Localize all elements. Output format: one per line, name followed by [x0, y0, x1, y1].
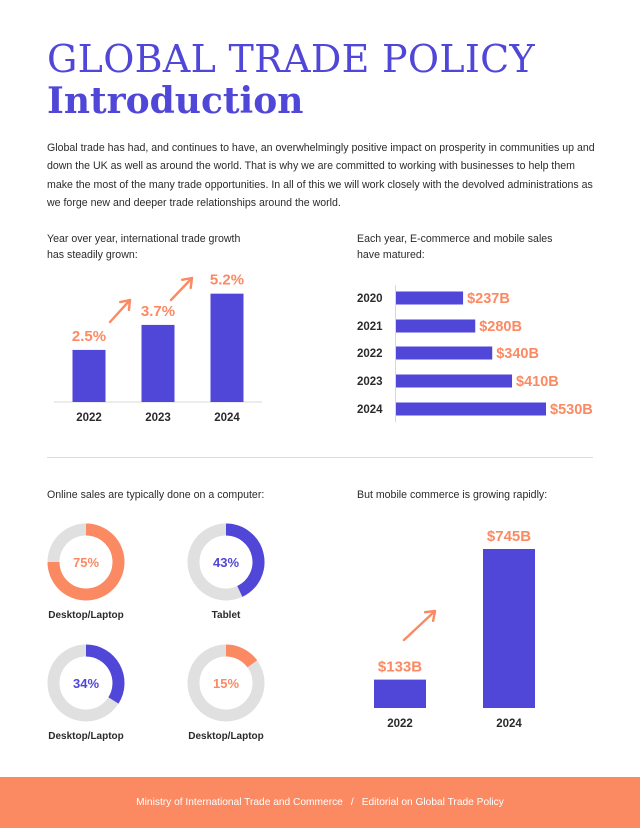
footer-separator: /: [350, 797, 354, 808]
mobile-label-2024: $745B: [487, 528, 531, 545]
ecommerce-tick-2024: 2024: [357, 404, 383, 416]
trade-growth-arrow-2-shaft: [169, 276, 194, 302]
trade-growth-tick-2023: 2023: [145, 412, 171, 424]
ecommerce-tick-2021: 2021: [357, 321, 383, 333]
trade-growth-label-2023: 3.7%: [141, 303, 175, 320]
trade-growth-tick-2022: 2022: [76, 412, 102, 424]
trade-growth-caption-line1: Year over year, international trade grow…: [47, 233, 241, 245]
ecommerce-bar-2023: [396, 374, 513, 388]
ecommerce-label-2024: $530B: [550, 402, 593, 418]
ecommerce-caption-line1: Each year, E-commerce and mobile sales: [357, 233, 553, 245]
mobile-tick-2022: 2022: [387, 718, 413, 730]
page-title-line2: Introduction: [47, 80, 304, 122]
trade-growth-label-2022: 2.5%: [72, 328, 106, 345]
donut-slice-3: [85, 644, 125, 704]
mobile-growth-caption: But mobile commerce is growing rapidly:: [357, 489, 548, 501]
donut-slice-2: [225, 523, 265, 597]
trade-growth-bar-2022: [72, 349, 106, 402]
ecommerce-caption-line2: have matured:: [357, 248, 425, 261]
donut-label-1: Desktop/Laptop: [48, 610, 124, 621]
ecommerce-label-2022: $340B: [496, 346, 539, 362]
ecommerce-tick-2022: 2022: [357, 348, 383, 360]
donut-value-4: 15%: [213, 676, 239, 691]
donut-label-3: Desktop/Laptop: [48, 731, 124, 742]
trade-growth-arrow-1-head: [119, 298, 132, 312]
mobile-arrow-shaft: [402, 609, 437, 642]
donut-slice-1: [47, 523, 125, 601]
donut-label-2: Tablet: [212, 610, 241, 621]
mobile-arrow-head: [423, 609, 437, 623]
donut-label-4: Desktop/Laptop: [188, 731, 264, 742]
donut-value-1: 75%: [73, 555, 99, 570]
section-divider: [47, 457, 593, 458]
trade-growth-caption-line2: has steadily grown:: [47, 248, 138, 261]
trade-growth-tick-2024: 2024: [214, 412, 240, 424]
trade-growth-caption: Year over year, international trade grow…: [47, 232, 240, 263]
mobile-tick-2024: 2024: [496, 718, 522, 730]
trade-growth-bar-2024: [210, 293, 244, 402]
ecommerce-tick-2020: 2020: [357, 293, 383, 305]
donut-value-2: 43%: [213, 555, 239, 570]
trade-growth-arrow-1-shaft: [108, 298, 132, 324]
ecommerce-bar-2024: [396, 402, 546, 416]
donut-slice-4: [225, 644, 258, 668]
footer-bar: Ministry of International Trade and Comm…: [0, 777, 640, 828]
ecommerce-bar-2020: [396, 291, 464, 305]
online-sales-caption: Online sales are typically done on a com…: [47, 489, 265, 501]
trade-growth-label-2024: 5.2%: [210, 272, 244, 289]
mobile-bar-2022: [374, 679, 426, 708]
trade-growth-bar-2023: [141, 324, 175, 402]
ecommerce-tick-2023: 2023: [357, 376, 383, 388]
ecommerce-bar-2022: [396, 346, 493, 360]
ecommerce-label-2020: $237B: [467, 291, 510, 307]
page-title-line1: GLOBAL TRADE POLICY: [47, 37, 535, 81]
ecommerce-caption: Each year, E-commerce and mobile sales h…: [357, 232, 552, 263]
intro-paragraph: Global trade has had, and continues to h…: [47, 142, 595, 210]
ecommerce-bar-2021: [396, 319, 476, 333]
footer-doc: Editorial on Global Trade Policy: [361, 797, 504, 808]
ecommerce-label-2021: $280B: [479, 319, 522, 335]
mobile-label-2022: $133B: [378, 659, 422, 676]
footer-org: Ministry of International Trade and Comm…: [136, 797, 343, 808]
trade-growth-arrow-2-head: [180, 276, 194, 290]
donut-value-3: 34%: [73, 676, 99, 691]
mobile-bar-2024: [483, 549, 535, 708]
ecommerce-label-2023: $410B: [516, 374, 559, 390]
